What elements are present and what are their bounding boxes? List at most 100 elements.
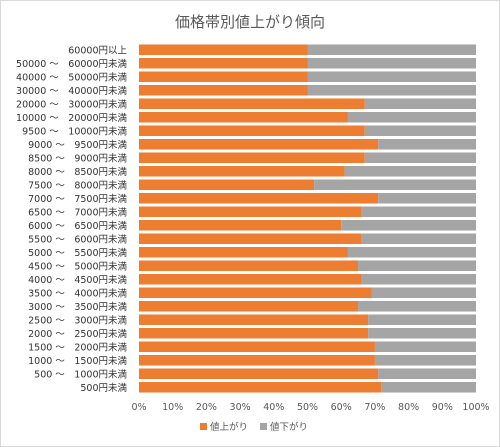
x-tick-label-9: 90% xyxy=(432,402,453,413)
bar-fall-18 xyxy=(371,287,476,299)
bar-rise-20 xyxy=(139,314,369,326)
bar-rise-15 xyxy=(139,246,348,258)
bar-rise-10 xyxy=(139,179,315,191)
category-label-4: 20000 ～ 30000円未満 xyxy=(16,98,127,110)
bar-fall-12 xyxy=(361,206,476,218)
category-label-9: 8000 ～ 8500円未満 xyxy=(28,166,127,178)
category-label-1: 50000 ～ 60000円未満 xyxy=(16,58,127,70)
category-label-25: 500円未満 xyxy=(80,382,127,394)
category-label-8: 8500 ～ 9000円未満 xyxy=(28,152,127,164)
bar-rise-6 xyxy=(139,125,365,137)
category-label-20: 2500 ～ 3000円未満 xyxy=(28,314,127,326)
category-label-2: 40000 ～ 50000円未満 xyxy=(16,71,127,83)
category-label-7: 9000 ～ 9500円未満 xyxy=(28,139,127,151)
bar-fall-25 xyxy=(381,381,476,393)
legend-swatch-1 xyxy=(260,423,268,430)
category-label-17: 4000 ～ 4500円未満 xyxy=(28,274,127,286)
bar-fall-17 xyxy=(361,273,476,285)
bar-rise-2 xyxy=(139,71,308,83)
bar-fall-20 xyxy=(368,314,476,326)
bar-fall-8 xyxy=(364,152,476,164)
bar-fall-11 xyxy=(378,192,476,204)
bar-fall-4 xyxy=(364,98,476,110)
bar-fall-15 xyxy=(347,246,476,258)
category-label-21: 2000 ～ 2500円未満 xyxy=(28,328,127,340)
bar-fall-9 xyxy=(344,165,476,177)
bar-fall-6 xyxy=(364,125,476,137)
legend-swatch-0 xyxy=(200,423,207,430)
category-label-6: 9500 ～ 10000円未満 xyxy=(22,125,127,137)
bar-fall-5 xyxy=(347,111,476,123)
bar-fall-21 xyxy=(368,327,476,339)
bar-rise-0 xyxy=(139,44,308,56)
bar-rise-22 xyxy=(139,341,375,353)
category-label-14: 5500 ～ 6000円未満 xyxy=(28,233,127,245)
category-label-24: 500 ～ 1000円未満 xyxy=(34,368,127,380)
bar-rise-16 xyxy=(139,260,359,272)
bar-fall-23 xyxy=(374,354,476,366)
bar-rise-7 xyxy=(139,138,379,150)
category-label-11: 7000 ～ 7500円未満 xyxy=(28,193,127,205)
bar-fall-10 xyxy=(314,179,476,191)
x-tick-labels: 0% 10% 20% 30% 40% 50% 60% 70% 80% 90% 100% xyxy=(131,402,489,413)
bar-rise-4 xyxy=(139,98,365,110)
bar-rise-14 xyxy=(139,233,362,245)
x-tick-label-5: 50% xyxy=(297,402,318,413)
x-tick-label-10: 100% xyxy=(462,402,489,413)
bar-rise-11 xyxy=(139,192,379,204)
category-label-16: 4500 ～ 5000円未満 xyxy=(28,260,127,272)
bar-rise-1 xyxy=(139,57,308,69)
category-label-22: 1500 ～ 2000円未満 xyxy=(28,341,127,353)
bar-rise-17 xyxy=(139,273,362,285)
category-label-12: 6500 ～ 7000円未満 xyxy=(28,206,127,218)
x-tick-label-6: 60% xyxy=(331,402,352,413)
bar-rise-25 xyxy=(139,381,382,393)
category-label-5: 10000 ～ 20000円未満 xyxy=(16,112,127,124)
bar-rise-24 xyxy=(139,368,379,380)
x-tick-label-0: 0% xyxy=(131,402,146,413)
x-tick-label-3: 30% xyxy=(230,402,251,413)
x-tick-label-8: 80% xyxy=(398,402,419,413)
category-label-10: 7500 ～ 8000円未満 xyxy=(28,179,127,191)
bar-rise-9 xyxy=(139,165,345,177)
category-label-23: 1000 ～ 1500円未満 xyxy=(28,355,127,367)
bar-fall-7 xyxy=(378,138,476,150)
category-label-3: 30000 ～ 40000円未満 xyxy=(16,85,127,97)
x-tick-label-4: 40% xyxy=(263,402,284,413)
bar-fall-2 xyxy=(307,71,476,83)
bar-fall-16 xyxy=(358,260,476,272)
x-tick-label-7: 70% xyxy=(364,402,385,413)
legend: 値上がり 値下がり xyxy=(200,421,308,433)
bar-rise-13 xyxy=(139,219,342,231)
chart-title: 価格帯別値上がり傾向 xyxy=(175,13,325,31)
category-label-0: 60000円以上 xyxy=(68,45,127,56)
bars-group xyxy=(139,44,476,393)
bar-rise-3 xyxy=(139,84,308,96)
bar-fall-3 xyxy=(307,84,476,96)
legend-label-1: 値下がり xyxy=(270,421,308,433)
legend-label-0: 値上がり xyxy=(210,421,248,433)
bar-fall-0 xyxy=(307,44,476,56)
bar-fall-14 xyxy=(361,233,476,245)
bar-rise-8 xyxy=(139,152,365,164)
x-tick-label-1: 10% xyxy=(162,402,183,413)
bar-rise-21 xyxy=(139,327,369,339)
bar-fall-19 xyxy=(358,300,476,312)
category-label-13: 6000 ～ 6500円未満 xyxy=(28,220,127,232)
bar-rise-19 xyxy=(139,300,359,312)
bar-rise-12 xyxy=(139,206,362,218)
bar-fall-1 xyxy=(307,57,476,69)
bar-fall-24 xyxy=(378,368,476,380)
bar-fall-22 xyxy=(374,341,476,353)
category-label-18: 3500 ～ 4000円未満 xyxy=(28,287,127,299)
bar-fall-13 xyxy=(341,219,476,231)
category-label-19: 3000 ～ 3500円未満 xyxy=(28,301,127,313)
bar-rise-23 xyxy=(139,354,375,366)
x-tick-label-2: 20% xyxy=(196,402,217,413)
bar-rise-18 xyxy=(139,287,372,299)
category-label-15: 5000 ～ 5500円未満 xyxy=(28,247,127,259)
bar-rise-5 xyxy=(139,111,348,123)
